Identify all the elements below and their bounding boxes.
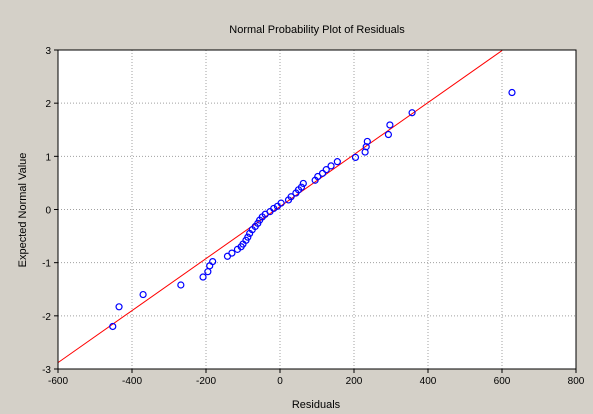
data-point <box>223 252 232 260</box>
data-point <box>384 130 393 139</box>
data-point <box>299 179 307 188</box>
x-tick-label: 400 <box>420 376 437 387</box>
data-point <box>333 158 341 166</box>
data-point <box>327 162 335 170</box>
data-point <box>199 273 207 281</box>
x-tick-label: -200 <box>196 376 216 387</box>
data-point <box>292 189 300 197</box>
x-tick-label: 800 <box>568 376 585 387</box>
data-point <box>508 88 516 97</box>
x-tick-label: 0 <box>277 376 283 387</box>
data-point <box>322 166 330 174</box>
y-axis-title: Expected Normal Value <box>17 153 29 268</box>
data-point <box>273 202 282 210</box>
x-tick-label: 600 <box>494 376 511 387</box>
data-point <box>284 196 293 204</box>
data-point <box>386 121 394 129</box>
data-points <box>109 88 516 331</box>
y-tick-label: 0 <box>45 206 51 217</box>
data-point <box>408 109 416 117</box>
x-tick-label: -600 <box>48 376 68 387</box>
data-point <box>318 169 327 177</box>
data-point <box>233 245 242 253</box>
x-axis-ticks: -600 -400 -200 0 200 400 600 800 <box>48 369 585 387</box>
y-tick-label: -3 <box>42 365 51 376</box>
data-point <box>204 268 212 276</box>
gridlines <box>58 50 576 369</box>
data-point <box>177 281 185 289</box>
y-tick-label: 2 <box>45 99 51 110</box>
x-tick-label: -400 <box>122 376 142 387</box>
data-point <box>109 322 117 331</box>
data-point <box>351 153 360 161</box>
y-tick-label: -2 <box>42 312 51 323</box>
chart-title: Normal Probability Plot of Residuals <box>229 24 405 36</box>
y-tick-label: -1 <box>42 259 51 270</box>
y-tick-label: 1 <box>45 152 51 163</box>
x-tick-label: 200 <box>346 376 363 387</box>
x-axis-title: Residuals <box>292 399 341 411</box>
data-point <box>311 176 319 184</box>
data-point <box>139 290 147 299</box>
y-tick-label: 3 <box>45 46 51 57</box>
data-point <box>361 148 369 156</box>
data-point <box>246 229 254 238</box>
y-axis-ticks: -3 -2 -1 0 1 2 3 <box>42 46 58 376</box>
data-point <box>115 303 123 311</box>
